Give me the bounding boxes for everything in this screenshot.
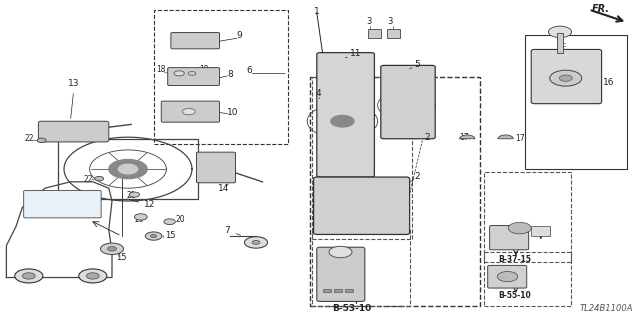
Circle shape	[95, 176, 104, 181]
FancyBboxPatch shape	[381, 65, 435, 139]
FancyBboxPatch shape	[317, 247, 365, 301]
Text: 8: 8	[227, 70, 233, 78]
Text: TL24B1100A: TL24B1100A	[580, 304, 634, 313]
Circle shape	[329, 246, 352, 258]
Circle shape	[15, 269, 43, 283]
Circle shape	[182, 108, 195, 115]
Text: 21: 21	[127, 191, 136, 200]
Text: 4: 4	[316, 89, 321, 98]
Circle shape	[497, 271, 518, 282]
FancyBboxPatch shape	[317, 53, 374, 177]
Text: FR.: FR.	[592, 4, 610, 14]
FancyBboxPatch shape	[314, 177, 410, 234]
FancyBboxPatch shape	[38, 121, 109, 142]
Bar	[323, 289, 331, 292]
Bar	[154, 10, 288, 144]
Text: 6: 6	[246, 66, 252, 75]
Text: 2: 2	[414, 172, 420, 181]
Bar	[525, 35, 627, 169]
Bar	[531, 226, 550, 236]
Text: 10: 10	[227, 108, 239, 117]
Text: 20: 20	[134, 215, 144, 224]
Text: 15: 15	[165, 231, 175, 240]
Circle shape	[150, 234, 157, 238]
FancyBboxPatch shape	[531, 49, 602, 104]
Circle shape	[86, 273, 99, 279]
Text: 22: 22	[83, 175, 93, 184]
Text: 11: 11	[350, 49, 362, 58]
Bar	[484, 172, 571, 262]
Bar	[334, 289, 342, 292]
Circle shape	[188, 71, 196, 75]
FancyBboxPatch shape	[387, 29, 400, 38]
Text: 13: 13	[68, 79, 79, 88]
Circle shape	[100, 243, 124, 255]
Circle shape	[508, 222, 531, 234]
Text: 1: 1	[314, 7, 319, 16]
Circle shape	[79, 269, 107, 283]
Text: 3: 3	[387, 17, 392, 26]
Circle shape	[37, 138, 46, 143]
FancyBboxPatch shape	[490, 226, 529, 250]
Bar	[345, 289, 353, 292]
Circle shape	[145, 232, 162, 240]
Text: 5: 5	[415, 60, 420, 69]
FancyBboxPatch shape	[368, 29, 381, 38]
Bar	[310, 77, 480, 306]
Wedge shape	[460, 135, 475, 139]
Text: 17: 17	[460, 133, 469, 142]
FancyBboxPatch shape	[196, 152, 236, 183]
Circle shape	[134, 214, 147, 220]
Text: 22: 22	[24, 134, 34, 143]
Circle shape	[252, 241, 260, 244]
Text: B-37-15: B-37-15	[498, 255, 531, 263]
Text: 18: 18	[156, 65, 166, 74]
Text: 9: 9	[237, 31, 243, 40]
Bar	[312, 77, 412, 239]
Bar	[484, 252, 571, 306]
Text: 19: 19	[200, 65, 209, 74]
FancyBboxPatch shape	[488, 265, 527, 288]
FancyBboxPatch shape	[168, 68, 220, 85]
Text: 2: 2	[424, 133, 430, 142]
Circle shape	[331, 115, 354, 127]
Circle shape	[548, 26, 572, 38]
Text: 16: 16	[603, 78, 614, 86]
Circle shape	[22, 273, 35, 279]
FancyBboxPatch shape	[557, 33, 563, 53]
Text: 3: 3	[367, 17, 372, 26]
Text: 12: 12	[131, 200, 156, 209]
Text: 17: 17	[515, 134, 525, 143]
Wedge shape	[498, 135, 513, 139]
FancyBboxPatch shape	[171, 33, 220, 49]
Bar	[312, 230, 410, 306]
Circle shape	[244, 237, 268, 248]
Circle shape	[109, 160, 147, 179]
Circle shape	[550, 70, 582, 86]
Text: 7: 7	[224, 226, 230, 235]
Bar	[58, 139, 198, 199]
Text: 15: 15	[116, 253, 127, 262]
Text: 14: 14	[218, 184, 230, 193]
Circle shape	[164, 219, 175, 225]
Circle shape	[129, 192, 140, 197]
Text: 20: 20	[176, 215, 186, 224]
FancyBboxPatch shape	[24, 190, 101, 218]
Text: B-55-10: B-55-10	[498, 291, 531, 300]
Circle shape	[108, 247, 116, 251]
FancyBboxPatch shape	[161, 101, 220, 122]
Circle shape	[118, 164, 138, 174]
Text: B-53-10: B-53-10	[332, 304, 371, 313]
Circle shape	[559, 75, 572, 81]
Circle shape	[174, 71, 184, 76]
